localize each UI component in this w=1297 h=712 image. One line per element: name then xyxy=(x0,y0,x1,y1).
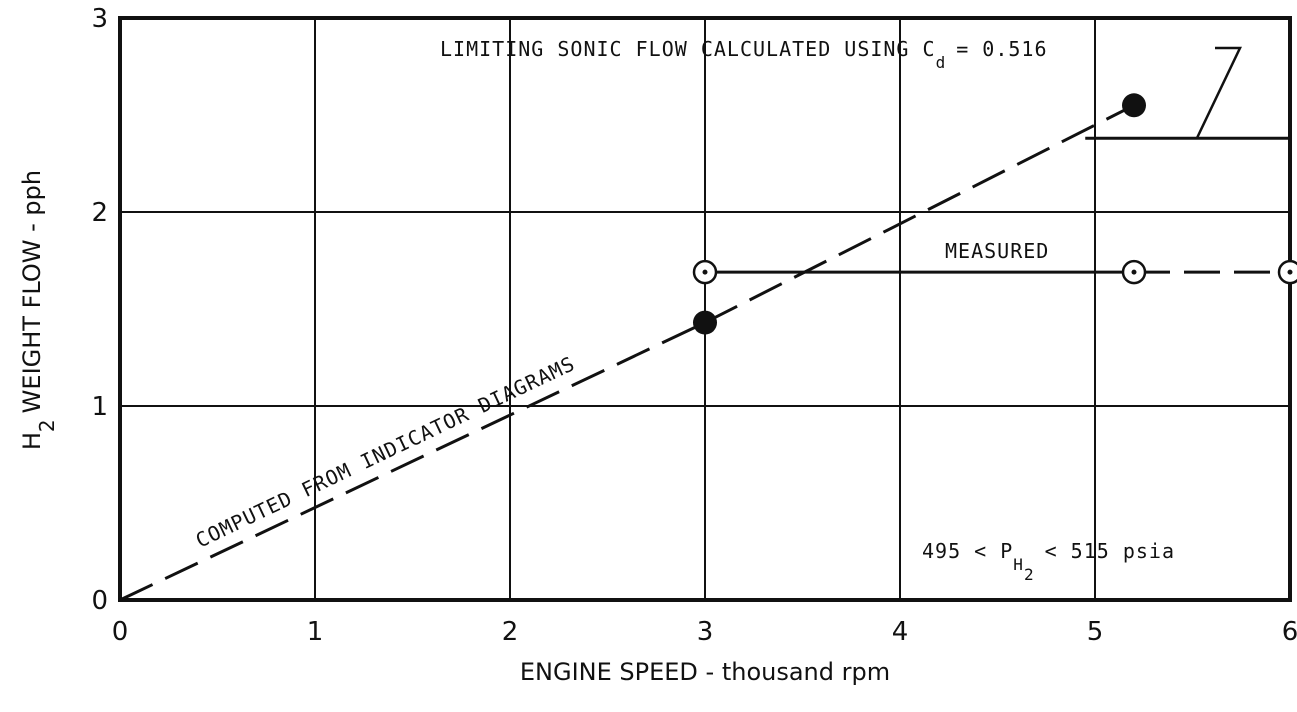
x-tick-label: 6 xyxy=(1282,617,1297,647)
point-center xyxy=(702,269,708,275)
x-tick-label: 1 xyxy=(307,617,324,647)
x-tick-label: 4 xyxy=(892,617,909,647)
line-segment xyxy=(704,103,1135,324)
annotation-text: < 515 psia xyxy=(1045,539,1175,563)
annotation: COMPUTED FROM INDICATOR DIAGRAMS xyxy=(192,351,579,552)
y-axis-label: H2 WEIGHT FLOW - pph xyxy=(18,170,59,450)
annotation-text: LIMITING SONIC FLOW CALCULATED USING C xyxy=(440,37,936,61)
point-center xyxy=(1131,269,1137,275)
plot-frame xyxy=(118,16,1292,602)
annotation-text: MEASURED xyxy=(945,239,1049,263)
annotation-text: 495 < P xyxy=(922,539,1013,563)
annotation-text: = 0.516 xyxy=(956,37,1047,61)
x-axis-label: ENGINE SPEED - thousand rpm xyxy=(520,658,890,686)
x-tick-label: 0 xyxy=(112,617,129,647)
y-tick-label: 0 xyxy=(91,586,108,616)
x-tick-label: 5 xyxy=(1087,617,1104,647)
y-tick-label: 2 xyxy=(91,198,108,228)
annotation: 495 < PH2 < 515 psia xyxy=(922,539,1175,584)
annotation-text: COMPUTED FROM INDICATOR DIAGRAMS xyxy=(192,351,579,552)
x-tick-label: 2 xyxy=(502,617,519,647)
annotation-sub: 2 xyxy=(1024,565,1035,584)
x-tick-label: 3 xyxy=(697,617,714,647)
leader-line xyxy=(1195,46,1242,139)
annotation: MEASURED xyxy=(945,239,1049,263)
line-segment xyxy=(119,321,706,602)
annotation-sub: d xyxy=(936,53,947,72)
annotation-sub: H xyxy=(1013,555,1024,574)
point xyxy=(693,310,717,335)
y-tick-label: 1 xyxy=(91,392,108,422)
y-label-text: WEIGHT FLOW - pph xyxy=(18,170,46,413)
point-center xyxy=(1287,269,1293,275)
y-label-text: H xyxy=(18,432,46,450)
y-label-sub: 2 xyxy=(35,419,59,432)
point xyxy=(1122,93,1146,118)
y-tick-label: 3 xyxy=(91,4,108,34)
annotation: LIMITING SONIC FLOW CALCULATED USING Cd =… xyxy=(440,37,1048,72)
